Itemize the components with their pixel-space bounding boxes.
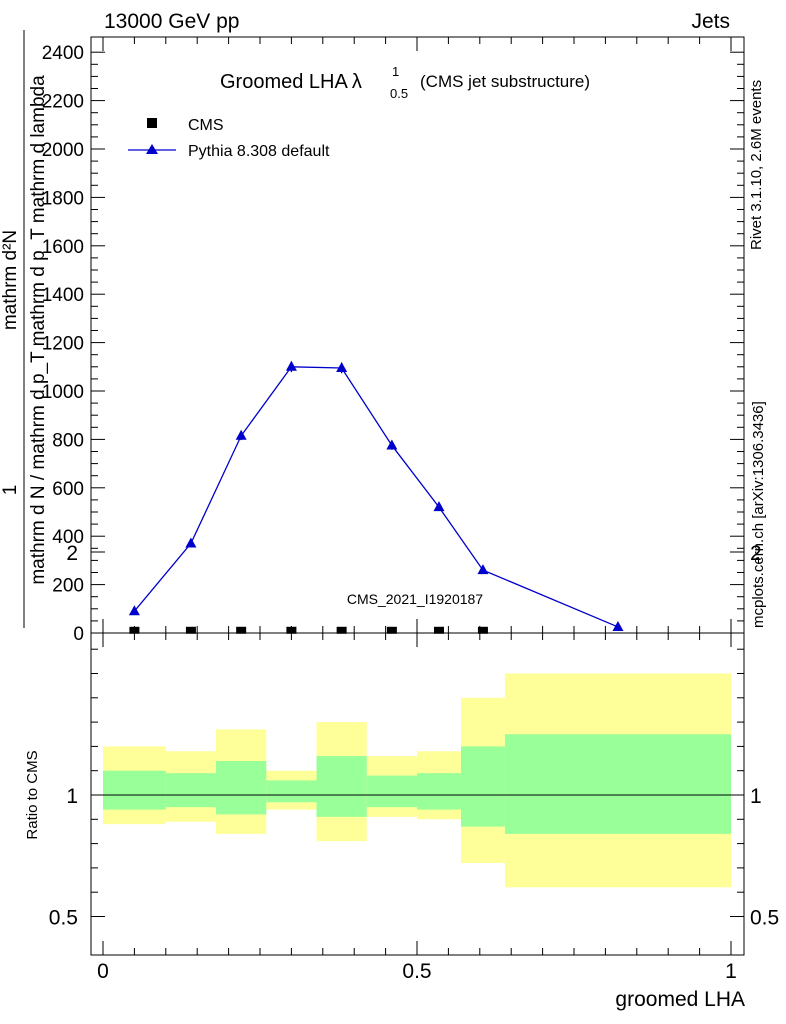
pythia-point: [386, 439, 398, 450]
main-ytick-label: 200: [52, 576, 84, 597]
chart-title: Groomed LHA λ: [220, 71, 362, 93]
main-ytick-label: 1200: [42, 334, 84, 355]
mcplots-label: mcplots.cern.ch [arXiv:1306.3436]: [750, 401, 767, 628]
cms-point: [185, 626, 196, 634]
x-axis-label: groomed LHA: [615, 988, 745, 1011]
main-ytick-label: 2200: [42, 92, 84, 113]
ratio-xtick-label: 0.5: [402, 960, 431, 983]
main-y-label: mathrm d²N mathrm d N / mathrm d p_T mat…: [0, 30, 49, 628]
ratio-ytick-label-right: 2: [750, 542, 762, 565]
ratio-ytick-label: 2: [66, 542, 78, 565]
rivet-label: Rivet 3.1.10, 2.6M events: [748, 80, 765, 250]
cms-point: [386, 626, 397, 634]
ratio-band-green: [460, 746, 505, 827]
pythia-point: [285, 360, 297, 371]
legend-cms-marker: [147, 118, 157, 128]
legend-pythia-marker: [146, 144, 158, 154]
ratio-band-green: [266, 780, 317, 803]
main-ytick-label: 1800: [42, 188, 84, 209]
ratio-bands: [103, 673, 731, 888]
cms-point: [236, 626, 247, 634]
main-ytick-label: 600: [52, 479, 84, 500]
header-left: 13000 GeV pp: [104, 10, 239, 33]
cms-point: [433, 626, 444, 634]
watermark: CMS_2021_I1920187: [347, 591, 483, 607]
ratio-xtick-label: 1: [725, 960, 737, 983]
pythia-point: [185, 537, 197, 548]
y-label-one: 1: [0, 485, 21, 496]
chart-subtitle: (CMS jet substructure): [420, 72, 590, 91]
y-label-numerator: mathrm d²N: [0, 230, 21, 330]
main-y-ticks: 0 200 400 600 800 1000 1200 1400 1600 1800 2000 220…: [42, 37, 744, 645]
pythia-point: [477, 564, 489, 575]
main-series: [128, 360, 624, 634]
cms-point: [336, 626, 347, 634]
pythia-line: [133, 366, 619, 628]
ratio-band-green: [103, 770, 166, 810]
main-ytick-label: 1400: [42, 285, 84, 306]
ratio-band-green: [417, 773, 461, 810]
main-ytick-label: 1600: [42, 237, 84, 258]
ratio-ytick-label-right: 0.5: [750, 907, 779, 930]
ratio-y-label: Ratio to CMS: [24, 750, 41, 839]
main-ytick-label: 0: [73, 624, 84, 645]
chart-title-sub: 0.5: [390, 86, 408, 101]
ratio-xtick-label: 0: [97, 960, 109, 983]
main-ytick-label: 2400: [42, 43, 84, 64]
ratio-band-green: [216, 760, 267, 815]
pythia-point: [235, 429, 247, 440]
main-ytick-label: 2000: [42, 140, 84, 161]
main-ytick-label: 800: [52, 430, 84, 451]
ratio-frame: [90, 632, 745, 956]
ratio-ytick-label-right: 1: [750, 785, 762, 808]
main-ytick-label: 400: [52, 527, 84, 548]
ratio-ticks: 0.5 0.5 1 1 2 2 0 0.5 1: [49, 542, 779, 983]
cms-point: [477, 626, 488, 634]
pythia-point: [128, 605, 140, 616]
y-label-denominator: mathrm d N / mathrm d p_T mathrm d p_T m…: [28, 75, 49, 585]
ratio-ytick-label: 1: [66, 785, 78, 808]
legend-pythia-label: Pythia 8.308 default: [188, 143, 330, 160]
chart-title-sup: 1: [392, 64, 399, 79]
ratio-band-green: [316, 756, 367, 817]
pythia-point: [612, 620, 624, 631]
ratio-ytick-label: 0.5: [49, 907, 78, 930]
legend-cms-label: CMS: [188, 117, 224, 134]
cms-point: [286, 626, 297, 634]
ratio-band-green: [504, 734, 731, 834]
header-right: Jets: [691, 10, 730, 33]
pythia-point: [433, 501, 445, 512]
main-ytick-label: 1000: [42, 382, 84, 403]
ratio-band-green: [165, 773, 217, 808]
pythia-point: [336, 362, 348, 373]
legend: CMS Pythia 8.308 default: [128, 117, 330, 160]
cms-point: [129, 626, 140, 634]
ratio-band-green: [366, 775, 417, 808]
